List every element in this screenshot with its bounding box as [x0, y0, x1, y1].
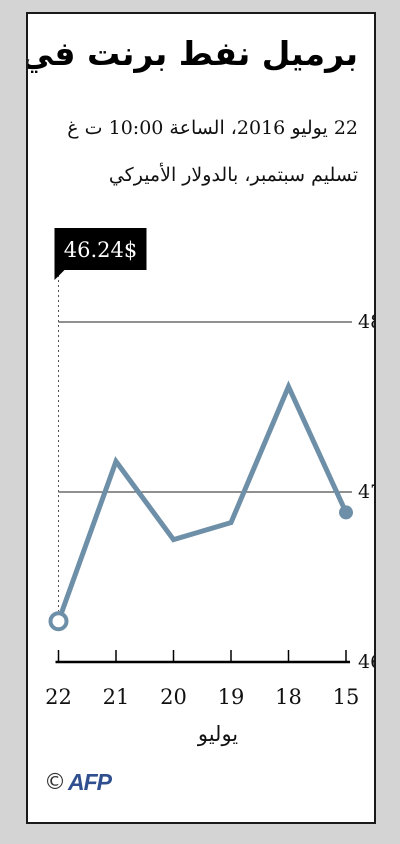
afp-credit: © AFP [44, 769, 112, 796]
x-axis-label: يوليو [197, 722, 239, 746]
callout-value-label: 46.24$ [64, 238, 137, 262]
copyright-symbol: © [44, 770, 66, 795]
chart-title: برميل نفط برنت في لندن [26, 34, 358, 73]
x-tick-label: 15 [333, 685, 360, 709]
y-tick-label: 46 [358, 651, 376, 673]
chart-subtitle-date: 22 يوليو 2016، الساعة 10:00 ت غ [67, 117, 358, 139]
callout-box [54, 228, 147, 270]
x-tick-label: 19 [218, 685, 245, 709]
afp-logo: AFP [68, 769, 112, 795]
brent-price-line [56, 380, 349, 624]
chart-subtitle-unit: تسليم سبتمبر، بالدولار الأميركي [108, 164, 358, 186]
chart-panel: برميل نفط برنت في لندن 22 يوليو 2016، ال… [26, 12, 376, 824]
line-chart: 46 47 48 15 18 19 20 21 22 46.24$ [45, 228, 376, 709]
callout-pointer [54, 270, 65, 280]
x-tick-label: 20 [160, 685, 187, 709]
y-tick-label: 47 [358, 481, 376, 503]
x-tick-label: 21 [103, 685, 130, 709]
highlight-point-marker [48, 611, 69, 632]
x-tick-label: 22 [45, 685, 72, 709]
x-tick-label: 18 [275, 685, 302, 709]
y-tick-label: 48 [358, 311, 376, 333]
start-point-marker [339, 505, 353, 520]
